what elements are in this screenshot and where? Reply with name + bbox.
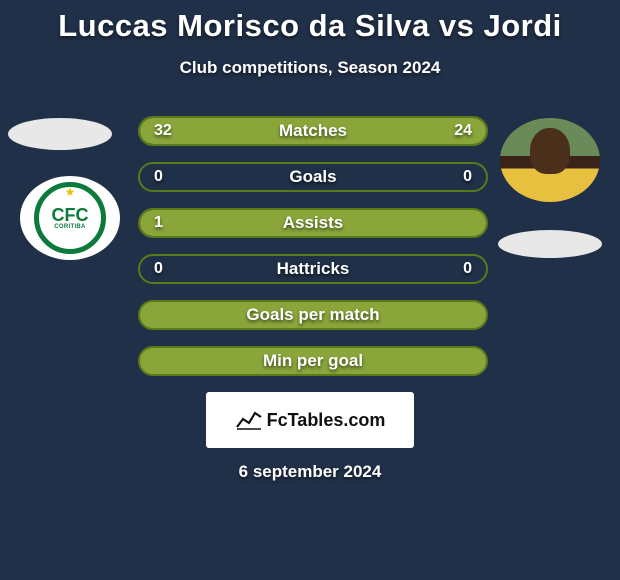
stat-value-right: 24: [454, 122, 472, 140]
page-title: Luccas Morisco da Silva vs Jordi: [0, 0, 620, 44]
fctables-attribution: FcTables.com: [206, 392, 414, 448]
stat-bars-container: 32 Matches 24 0 Goals 0 1 Assists 0 Hattricks 0 Goa…: [138, 116, 488, 376]
player-left-placeholder-oval: [8, 118, 112, 150]
stat-label: Goals per match: [246, 305, 379, 325]
club-badge-sub: CORITIBA: [54, 224, 85, 230]
stat-label: Assists: [283, 213, 343, 233]
stat-value-right: 0: [463, 168, 472, 186]
star-icon: ★: [65, 185, 76, 199]
stat-bar: 0 Hattricks 0: [138, 254, 488, 284]
fctables-text: FcTables.com: [267, 410, 386, 431]
player-right-placeholder-oval: [498, 230, 602, 258]
stat-label: Goals: [289, 167, 336, 187]
stat-value-left: 0: [154, 168, 163, 186]
stat-bar: Goals per match: [138, 300, 488, 330]
club-badge-inner: ★ CFC CORITIBA: [34, 182, 106, 254]
stat-label: Min per goal: [263, 351, 363, 371]
stat-value-left: 0: [154, 260, 163, 278]
stat-value-right: 0: [463, 260, 472, 278]
club-badge-text: CFC: [52, 206, 89, 224]
fctables-logo-icon: [235, 409, 263, 431]
stat-bar: 1 Assists: [138, 208, 488, 238]
stat-value-left: 1: [154, 214, 163, 232]
stat-label: Hattricks: [277, 259, 350, 279]
stat-bar: 32 Matches 24: [138, 116, 488, 146]
stat-bar: Min per goal: [138, 346, 488, 376]
player-left-club-badge: ★ CFC CORITIBA: [20, 176, 120, 260]
page-subtitle: Club competitions, Season 2024: [0, 58, 620, 78]
stat-bar: 0 Goals 0: [138, 162, 488, 192]
player-head-shape: [530, 128, 570, 174]
comparison-content: ★ CFC CORITIBA 32 Matches 24 0 Goals 0 1 Assist…: [0, 116, 620, 376]
player-right-photo: [500, 118, 600, 202]
stat-value-left: 32: [154, 122, 172, 140]
date-text: 6 september 2024: [0, 462, 620, 482]
stat-label: Matches: [279, 121, 347, 141]
